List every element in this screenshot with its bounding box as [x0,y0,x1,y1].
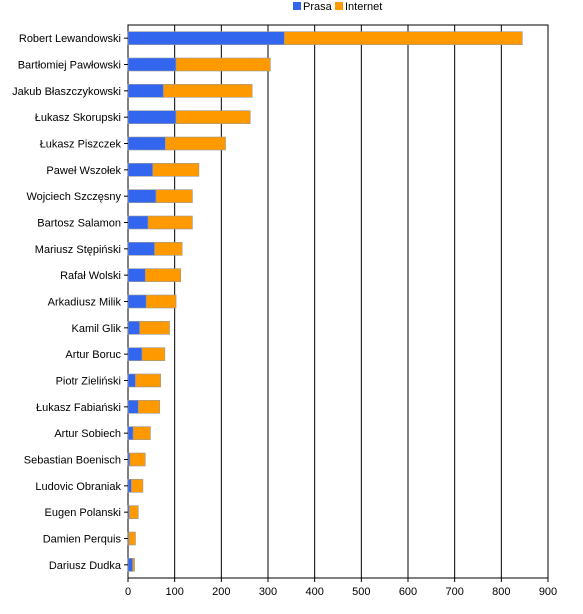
bar-internet [141,347,166,361]
bar-internet [175,110,251,124]
category-label: Damien Perquis [43,534,122,546]
x-tick-label: 100 [165,586,183,598]
bar-prasa [127,163,154,177]
bar-internet [144,268,182,282]
bar-internet [284,31,523,45]
x-tick-label: 0 [125,586,131,598]
bar-prasa [127,31,285,45]
bar-internet [165,136,226,151]
x-tick-label: 800 [492,586,510,598]
bar-prasa [127,268,146,282]
bar-internet [130,479,144,493]
category-label: Artur Sobiech [54,428,121,440]
bar-prasa [127,321,140,335]
bar-internet [155,189,193,203]
bar-internet [163,84,253,98]
bar-prasa [127,57,177,72]
category-label: Rafał Wolski [60,270,121,282]
bar-prasa [127,558,133,572]
bar-prasa [127,84,164,98]
bar-internet [175,57,271,72]
category-labels: Robert Lewandowski Bartłomiej Pawłowski Ja… [12,33,128,572]
legend-swatch-prasa [293,2,301,10]
legend: Prasa Internet [293,1,382,13]
bar-internet [137,400,161,414]
bar-internet [139,321,170,335]
bars [127,31,523,572]
category-label: Łukasz Skorupski [35,112,121,124]
bar-prasa [127,400,139,414]
bar-prasa [127,189,157,203]
bar-prasa [127,347,143,361]
category-label: Robert Lewandowski [19,33,121,45]
bar-internet [152,163,200,177]
legend-swatch-internet [335,2,343,10]
bar-internet [135,373,161,388]
bar-internet [129,505,139,519]
x-tick-label: 500 [352,586,370,598]
x-tick-label: 300 [259,586,277,598]
x-tick-label: 600 [399,586,417,598]
bar-internet [128,531,136,546]
legend-label-internet: Internet [345,1,382,13]
legend-label-prasa: Prasa [303,1,333,13]
bar-prasa [127,136,166,151]
bar-internet [147,215,193,230]
bar-prasa [127,294,147,309]
category-label: Bartłomiej Pawłowski [18,60,121,72]
gridlines [127,24,549,579]
bar-internet [132,558,135,572]
category-label: Piotr Zieliński [56,376,121,388]
x-axis: 0 100 200 300 400 500 600 700 800 900 [125,578,557,598]
category-label: Arkadiusz Milik [48,297,122,309]
bar-prasa [127,373,136,388]
x-tick-label: 900 [539,586,557,598]
bar-internet [132,426,151,440]
category-label: Łukasz Piszczek [40,139,122,151]
category-label: Dariusz Dudka [49,560,122,572]
category-label: Bartosz Salamon [37,218,121,230]
x-tick-label: 700 [445,586,463,598]
category-label: Łukasz Fabiański [36,402,121,414]
category-label: Kamil Glik [71,323,121,335]
bar-prasa [127,110,177,124]
bar-prasa [127,479,132,493]
x-tick-label: 200 [212,586,230,598]
category-label: Ludovic Obraniak [35,481,121,493]
category-label: Paweł Wszołek [46,165,121,177]
bar-internet [154,242,183,256]
bar-internet [129,452,146,467]
category-label: Wojciech Szczęsny [26,191,121,203]
bar-prasa [127,426,134,440]
bar-prasa [127,215,149,230]
category-label: Sebastian Boenisch [24,455,121,467]
category-label: Mariusz Stępiński [35,244,121,256]
bar-prasa [127,242,155,256]
category-label: Jakub Błaszczykowski [12,86,121,98]
x-tick-label: 400 [305,586,323,598]
bar-internet [145,294,177,309]
category-label: Eugen Polanski [45,507,121,519]
plot-frame [127,24,549,579]
category-label: Artur Boruc [65,349,121,361]
